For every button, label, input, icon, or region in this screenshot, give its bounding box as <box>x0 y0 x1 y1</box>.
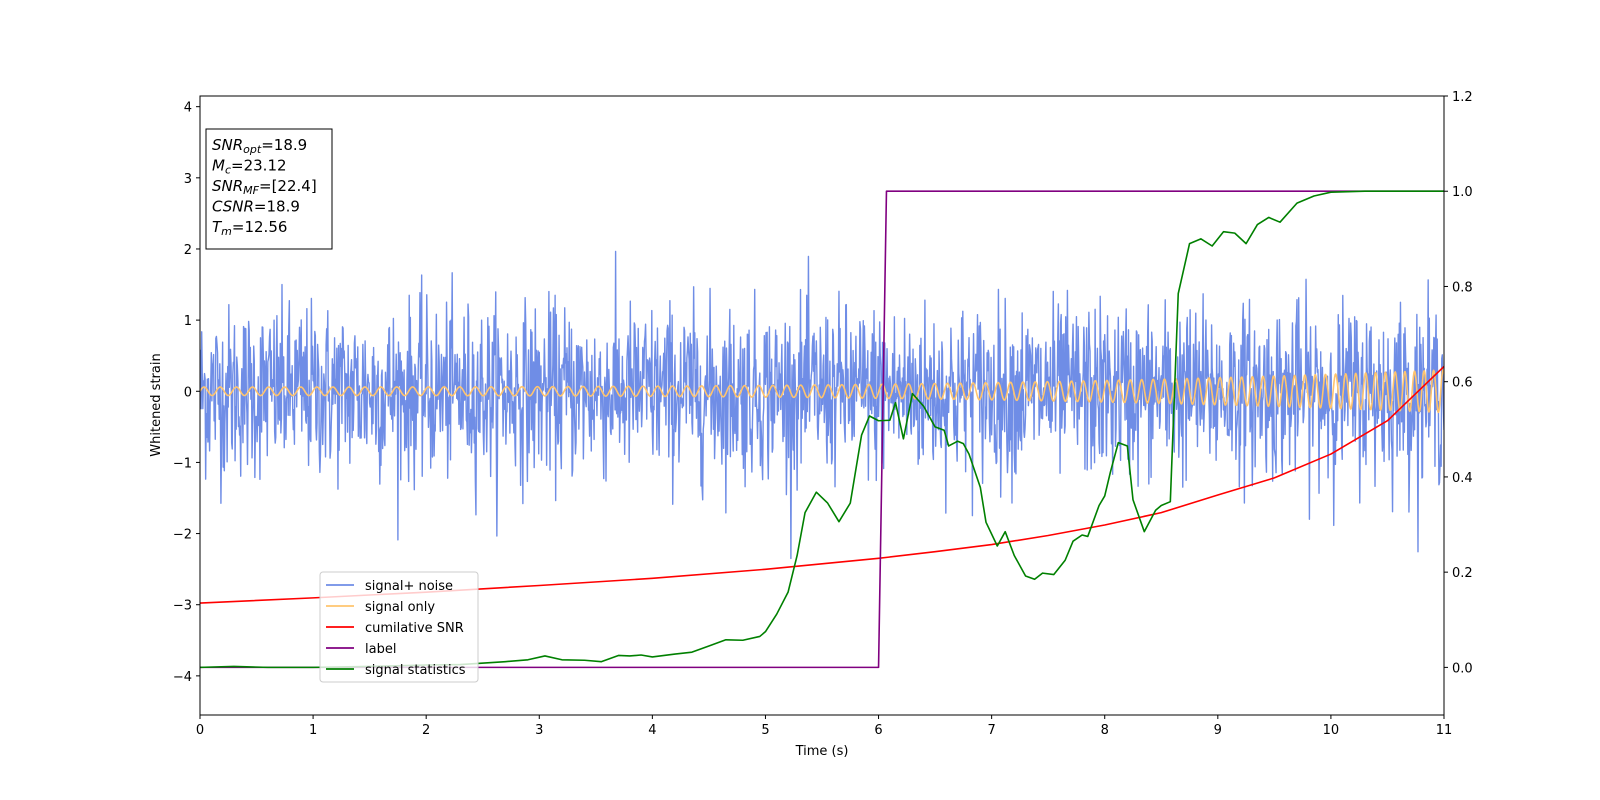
legend-frame <box>319 571 479 683</box>
legend-label: signal+ noise <box>365 579 453 594</box>
y-left-tick-label: 3 <box>184 172 192 187</box>
y-left-tick-label: −3 <box>173 599 192 614</box>
annotation-subscript: c <box>225 164 231 177</box>
annotation-subscript: opt <box>243 143 262 156</box>
y-right-tick-label: 0.0 <box>1452 661 1473 676</box>
y-right-tick-label: 1.2 <box>1452 90 1473 105</box>
annotation-value: =18.9 <box>254 198 300 216</box>
annotation-subscript: MF <box>243 184 259 197</box>
left-y-axis: −4 −3 −2 −1 0 1 2 3 4 <box>173 101 200 685</box>
x-tick-label: 10 <box>1323 723 1340 738</box>
annotation-frame <box>205 128 333 250</box>
y-left-tick-label: 2 <box>184 243 192 258</box>
legend-label: label <box>365 642 396 657</box>
y-left-tick-label: −4 <box>173 670 192 685</box>
x-tick-label: 2 <box>422 723 430 738</box>
y-left-tick-label: −2 <box>173 528 192 543</box>
y-left-tick-label: 4 <box>184 101 192 116</box>
x-tick-label: 1 <box>309 723 317 738</box>
series-layer <box>200 190 1444 669</box>
plot-frame <box>199 95 1445 716</box>
x-axis-label: Time (s) <box>795 744 849 759</box>
x-tick-label: 5 <box>761 723 769 738</box>
annotation-symbol: T <box>212 218 223 236</box>
annotation-symbol: SNR <box>212 177 243 195</box>
y-right-tick-label: 1.0 <box>1452 185 1473 200</box>
annotation-line: SNRMF=[22.4] <box>212 177 317 197</box>
x-tick-label: 9 <box>1214 723 1222 738</box>
annotation-value: =23.12 <box>231 157 287 175</box>
legend-label: cumilative SNR <box>365 621 464 636</box>
y-left-tick-label: 1 <box>184 314 192 329</box>
x-axis: 0 1 2 3 4 5 6 7 8 9 10 11 <box>196 715 1452 738</box>
y-axis-label: Whitened strain <box>149 353 164 456</box>
legend-label: signal only <box>365 600 435 615</box>
y-right-tick-label: 0.4 <box>1452 471 1473 486</box>
x-tick-label: 0 <box>196 723 204 738</box>
series-line-signal-noise <box>200 250 1444 560</box>
annotation-value: =18.9 <box>261 136 307 154</box>
series-line-signal-statistics <box>200 190 1444 669</box>
x-tick-label: 4 <box>648 723 656 738</box>
y-left-tick-label: 0 <box>184 385 192 400</box>
x-tick-label: 8 <box>1101 723 1109 738</box>
x-tick-label: 11 <box>1436 723 1453 738</box>
x-tick-label: 3 <box>535 723 543 738</box>
annotation-line: CSNR=18.9 <box>212 198 300 216</box>
annotation-line: Tm=12.56 <box>212 218 287 238</box>
right-y-axis: 0.0 0.2 0.4 0.6 0.8 1.0 1.2 <box>1444 90 1473 676</box>
legend-label: signal statistics <box>365 663 466 678</box>
series-line-signal-only <box>200 369 1444 414</box>
series-line-cumilative-snr <box>200 365 1444 604</box>
annotation-symbol: SNR <box>212 136 243 154</box>
y-right-tick-label: 0.8 <box>1452 280 1473 295</box>
legend: signal+ noise signal only cumilative SNR la… <box>319 571 479 683</box>
y-right-tick-label: 0.6 <box>1452 376 1473 391</box>
annotation-value: =12.56 <box>232 218 288 236</box>
annotation-symbol: CSNR <box>212 198 254 216</box>
x-tick-label: 6 <box>874 723 882 738</box>
series-line-label <box>200 190 1444 669</box>
y-right-tick-label: 0.2 <box>1452 566 1473 581</box>
annotation-line: Mc=23.12 <box>212 157 287 177</box>
annotation-subscript: m <box>221 225 232 238</box>
annotation-value: =[22.4] <box>259 177 317 195</box>
y-left-tick-label: −1 <box>173 456 192 471</box>
annotation-line: SNRopt=18.9 <box>212 136 307 156</box>
x-tick-label: 7 <box>987 723 995 738</box>
annotation-symbol: M <box>212 157 225 175</box>
parameter-annotation-box: SNRopt=18.9Mc=23.12SNRMF=[22.4]CSNR=18.9… <box>205 128 333 250</box>
